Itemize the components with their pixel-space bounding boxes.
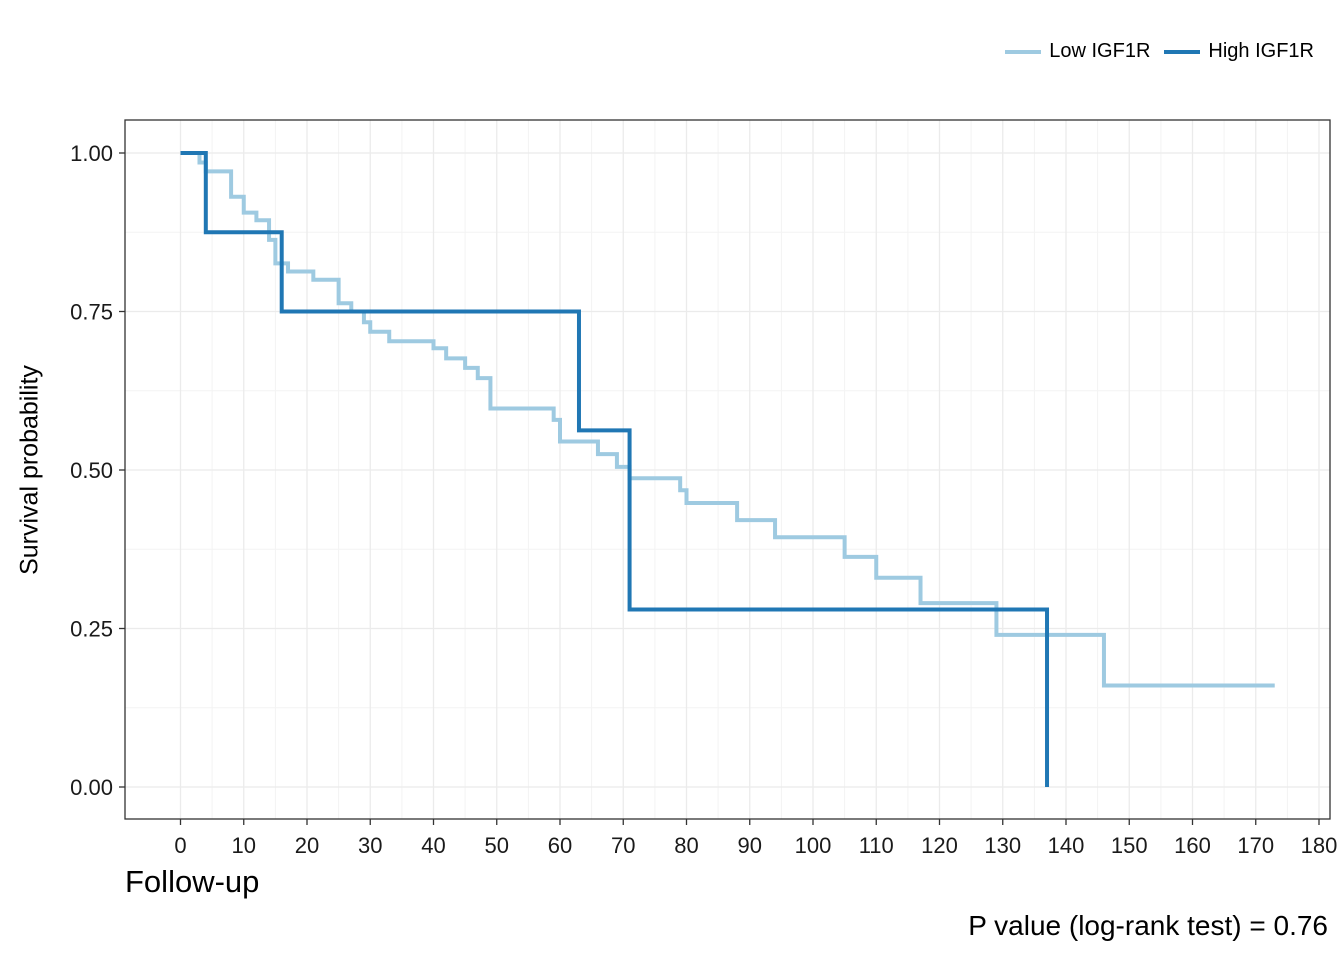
y-tick-label: 0.50: [70, 458, 113, 483]
x-tick-label: 110: [859, 833, 894, 858]
y-tick-label: 0.75: [70, 300, 113, 325]
x-tick-label: 150: [1111, 833, 1148, 858]
x-tick-label: 40: [421, 833, 445, 858]
y-tick-label: 0.00: [70, 775, 113, 800]
x-tick-label: 50: [485, 833, 509, 858]
legend-swatch-high: [1164, 49, 1201, 54]
legend-item-low: Low IGF1R: [1005, 40, 1150, 63]
legend-label-high: High IGF1R: [1208, 40, 1314, 62]
x-tick-label: 100: [795, 833, 832, 858]
grid-major: [125, 120, 1330, 819]
legend-item-high: High IGF1R: [1164, 40, 1314, 63]
x-tick-label: 180: [1301, 833, 1338, 858]
x-tick-label: 80: [674, 833, 698, 858]
p-value-annotation: P value (log-rank test) = 0.76: [968, 910, 1328, 941]
x-tick-label: 140: [1048, 833, 1085, 858]
x-tick-label: 170: [1237, 833, 1274, 858]
x-axis: 0 10 20 30 40 50 60 70 80 90 100 110 120 130 140 150 160…: [174, 819, 1337, 858]
series-high-igf1r-line: [180, 151, 1050, 787]
y-axis-title: Survival probability: [15, 365, 44, 575]
x-tick-label: 60: [548, 833, 572, 858]
legend-swatch-low: [1005, 49, 1042, 54]
x-tick-label: 20: [295, 833, 319, 858]
x-tick-label: 120: [921, 833, 958, 858]
x-tick-label: 0: [174, 833, 186, 858]
legend: Low IGF1R High IGF1R: [1005, 40, 1314, 63]
y-tick-label: 0.25: [70, 617, 113, 642]
x-tick-label: 130: [984, 833, 1021, 858]
x-tick-label: 10: [232, 833, 256, 858]
x-tick-label: 90: [738, 833, 762, 858]
x-tick-label: 70: [611, 833, 635, 858]
series-layer: [180, 151, 1275, 787]
series-low-igf1r-line: [180, 151, 1275, 688]
x-axis-title: Follow-up: [125, 864, 260, 899]
legend-label-low: Low IGF1R: [1049, 40, 1151, 62]
y-tick-label: 1.00: [70, 141, 113, 166]
x-tick-label: 160: [1174, 833, 1211, 858]
y-axis: 0.00 0.25 0.50 0.75 1.00: [70, 141, 125, 800]
x-tick-label: 30: [358, 833, 382, 858]
